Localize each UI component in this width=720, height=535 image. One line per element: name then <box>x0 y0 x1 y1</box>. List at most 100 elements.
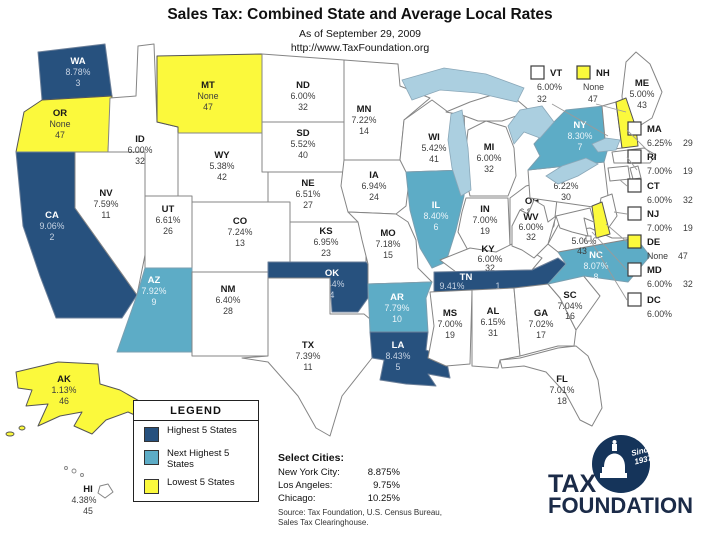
co-rank: 13 <box>235 238 245 248</box>
lake-superior <box>401 67 525 103</box>
de-swatch <box>627 234 642 249</box>
nm-rate: 6.40% <box>216 295 241 305</box>
select-cities: Select Cities: New York City: 8.875% Los… <box>278 452 400 506</box>
wy-rank: 42 <box>217 172 227 182</box>
md-abbr: MD <box>647 265 662 276</box>
ak-rank: 46 <box>59 396 69 406</box>
state-me: ME 5.00% 43 <box>621 51 663 129</box>
il-rank: 6 <box>434 222 439 232</box>
vt-swatch <box>530 65 545 80</box>
city-rate: 10.25% <box>367 493 400 504</box>
ky-rank: 32 <box>485 263 495 273</box>
ct-rank: 32 <box>683 195 693 205</box>
ri-leader-line <box>626 156 638 171</box>
legend-item-highest: Highest 5 States <box>134 421 258 444</box>
sc-rate: 7.04% <box>558 301 583 311</box>
mi-rank: 32 <box>484 164 494 174</box>
source-note: Source: Tax Foundation, U.S. Census Bure… <box>278 508 442 528</box>
tx-rank: 11 <box>303 362 312 372</box>
nj-leader-line <box>613 211 628 215</box>
ks-rank: 23 <box>321 248 331 258</box>
ne-abbr: NE <box>301 178 314 189</box>
in-rank: 19 <box>480 226 490 236</box>
de-leader-line <box>605 223 628 243</box>
nd-rate: 6.00% <box>291 91 316 101</box>
az-shape <box>116 267 193 353</box>
state-md: MD 6.00% 32 <box>555 207 693 289</box>
ia-rank: 24 <box>369 192 379 202</box>
mt-rate: None <box>197 91 218 101</box>
ga-abbr: GA <box>534 308 548 319</box>
mi-rate: 6.00% <box>477 153 502 163</box>
mn-abbr: MN <box>357 104 372 115</box>
ok-rank: 4 <box>330 290 335 300</box>
sc-rank: 16 <box>565 311 575 321</box>
mi-abbr: MI <box>484 142 495 153</box>
nj-abbr: NJ <box>647 209 659 220</box>
al-abbr: AL <box>487 306 500 317</box>
state-ak: AK 1.13% 46 <box>5 361 167 437</box>
ga-rank: 17 <box>536 330 546 340</box>
state-ks: KS 6.95% 23 <box>289 221 367 263</box>
wi-rank: 41 <box>429 154 439 164</box>
nc-rate: 8.07% <box>584 261 609 271</box>
il-abbr: IL <box>432 200 441 211</box>
ma-swatch <box>627 121 642 136</box>
capitol-step <box>602 467 625 473</box>
capitol-cupola <box>612 444 617 451</box>
sd-rate: 5.52% <box>291 139 316 149</box>
capitol-base <box>600 473 627 478</box>
hi-island <box>64 466 68 470</box>
or-rank: 47 <box>55 130 65 140</box>
ca-rank: 2 <box>50 232 55 242</box>
id-rate: 6.00% <box>128 145 153 155</box>
state-hi: HI 4.38% 45 <box>64 466 114 516</box>
mo-rank: 15 <box>383 250 393 260</box>
state-tx: TX 7.39% 11 <box>241 277 377 437</box>
ct-abbr: CT <box>647 181 660 192</box>
legend-label-highest: Highest 5 States <box>167 425 237 436</box>
tx-rate: 7.39% <box>296 351 321 361</box>
tax-foundation-logo: Since 1937 TAX FOUNDATION <box>548 435 693 518</box>
ks-abbr: KS <box>319 226 332 237</box>
fl-abbr: FL <box>556 374 568 385</box>
hi-rank: 45 <box>83 506 93 516</box>
md-rate: 6.00% <box>647 279 672 289</box>
nv-abbr: NV <box>99 188 113 199</box>
fl-shape <box>499 345 603 427</box>
wv-rank: 32 <box>526 232 536 242</box>
select-cities-heading: Select Cities: <box>278 452 344 464</box>
lake-michigan <box>447 109 472 197</box>
wi-rate: 5.42% <box>422 143 447 153</box>
ny-rank: 7 <box>578 142 583 152</box>
state-nv: NV 7.59% 11 <box>74 151 146 296</box>
ca-abbr: CA <box>45 210 59 221</box>
legend: LEGEND Highest 5 States Next Highest 5 S… <box>133 400 259 502</box>
ca-rate: 9.06% <box>40 221 65 231</box>
legend-label-lowest: Lowest 5 States <box>167 476 235 488</box>
ia-abbr: IA <box>369 170 379 181</box>
wv-shape <box>511 199 557 259</box>
ri-rank: 19 <box>683 166 693 176</box>
city-row: New York City: 8.875% <box>278 467 400 478</box>
city-name: Los Angeles: <box>278 480 333 491</box>
la-abbr: LA <box>392 340 405 351</box>
mt-abbr: MT <box>201 80 215 91</box>
sd-abbr: SD <box>296 128 309 139</box>
ne-rate: 6.51% <box>296 189 321 199</box>
az-abbr: AZ <box>148 275 161 286</box>
la-rank: 5 <box>396 362 401 372</box>
ok-rate: 8.44% <box>320 279 345 289</box>
al-rank: 31 <box>488 328 498 338</box>
md-rank: 32 <box>683 279 693 289</box>
logo-text-foundation: FOUNDATION <box>548 493 693 518</box>
pa-rate: 6.22% <box>554 181 579 191</box>
ny-rate: 8.30% <box>568 131 593 141</box>
state-nd: ND 6.00% 32 <box>261 53 345 123</box>
ga-rate: 7.02% <box>529 319 554 329</box>
state-de: DE None 47 <box>591 201 688 261</box>
wy-abbr: WY <box>214 150 230 161</box>
la-shape <box>369 331 451 387</box>
nh-swatch <box>576 65 591 80</box>
vt-leader-line <box>551 103 609 137</box>
